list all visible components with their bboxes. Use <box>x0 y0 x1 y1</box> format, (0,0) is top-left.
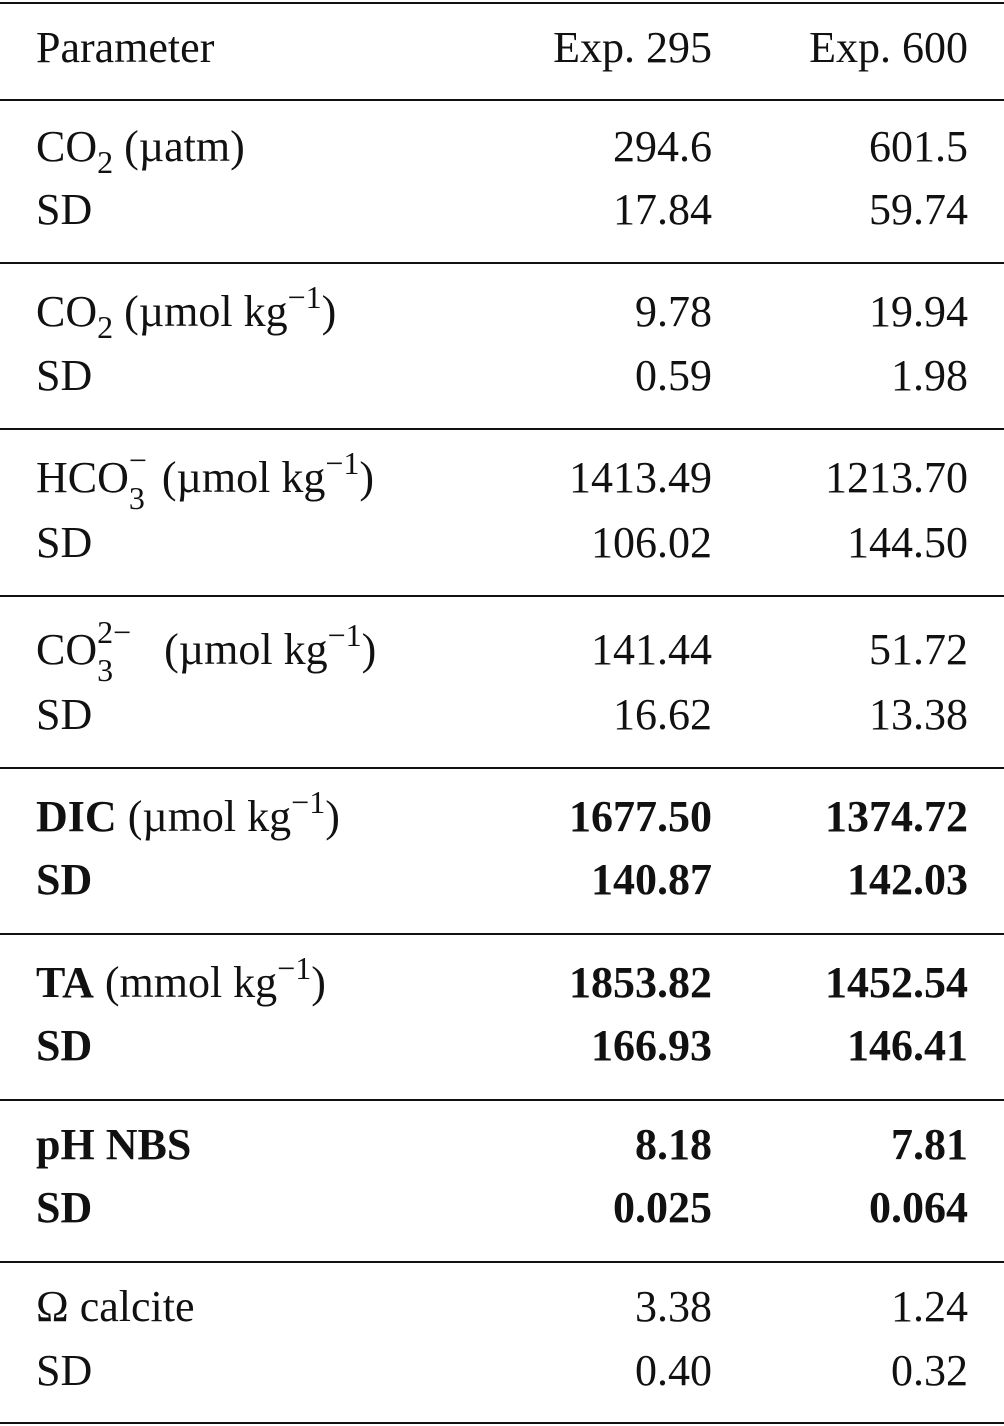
row-ph-sd-exp600: 0.064 <box>869 1183 968 1232</box>
param-unit: (µmol kg <box>124 287 288 336</box>
row-hco3-exp600: 1213.70 <box>825 453 968 502</box>
row-co3-sd-label: SD <box>36 690 93 739</box>
param-unit: (µmol kg <box>127 792 292 841</box>
row-ta-sd-exp295: 166.93 <box>591 1021 712 1070</box>
row-co2-mol-sd-exp295: 0.59 <box>635 351 712 400</box>
param-base: CO <box>36 287 98 336</box>
table-top-rule <box>0 2 1004 4</box>
row-co2-mol-sd-label: SD <box>36 351 93 400</box>
row-rule <box>0 1099 1004 1101</box>
row-dic-label: DIC (µmol kg−1) <box>36 784 340 846</box>
row-dic-sd-exp295: 140.87 <box>591 855 712 904</box>
header-rule <box>0 99 1004 101</box>
row-co2-atm-sd-exp295: 17.84 <box>613 185 712 234</box>
row-rule <box>0 767 1004 769</box>
row-ph-exp295: 8.18 <box>635 1120 712 1169</box>
param-unit: (µmol kg <box>161 453 326 502</box>
row-omega-calcite-exp295: 3.38 <box>635 1282 712 1331</box>
row-omega-calcite-sd-label: SD <box>36 1346 93 1395</box>
header-parameter: Parameter <box>36 23 215 72</box>
param-unit-close: ) <box>321 287 337 336</box>
row-co2-atm-sd-exp600: 59.74 <box>869 185 968 234</box>
row-rule <box>0 428 1004 430</box>
row-co3-sd-exp600: 13.38 <box>869 690 968 739</box>
row-co2-mol-exp600: 19.94 <box>869 287 968 336</box>
row-hco3-sd-label: SD <box>36 518 93 567</box>
row-co2-mol-sd-exp600: 1.98 <box>891 351 968 400</box>
row-omega-calcite-exp600: 1.24 <box>891 1282 968 1331</box>
row-hco3-label: HCO −3 (µmol kg−1) <box>36 444 375 514</box>
row-ph-label: pH NBS <box>36 1120 192 1169</box>
param-base: TA <box>36 958 94 1007</box>
row-omega-calcite-label: Ω calcite <box>36 1282 195 1331</box>
param-base: HCO <box>36 453 129 502</box>
param-unit: (mmol kg <box>104 958 278 1007</box>
row-ta-sd-exp600: 146.41 <box>847 1021 968 1070</box>
row-ta-label: TA (mmol kg−1) <box>36 950 326 1012</box>
row-rule <box>0 1261 1004 1263</box>
row-omega-calcite-sd-exp600: 0.32 <box>891 1346 968 1395</box>
param-base: CO <box>36 625 98 674</box>
row-co3-exp295: 141.44 <box>591 625 712 674</box>
param-unit-superscript: −1 <box>291 784 326 820</box>
row-ta-exp295: 1853.82 <box>569 958 712 1007</box>
param-unit: (µmol kg <box>164 625 328 674</box>
row-hco3-sd-exp600: 144.50 <box>847 518 968 567</box>
row-co3-sd-exp295: 16.62 <box>613 690 712 739</box>
row-hco3-exp295: 1413.49 <box>569 453 712 502</box>
header-exp-295: Exp. 295 <box>553 23 712 72</box>
table-bottom-rule <box>0 1422 1004 1424</box>
param-unit: (µatm) <box>124 122 245 171</box>
row-co2-atm-exp600: 601.5 <box>869 122 968 171</box>
param-unit-superscript: −1 <box>277 950 312 986</box>
param-unit-close: ) <box>325 792 340 841</box>
param-subscript: 3 <box>128 480 145 516</box>
param-unit-close: ) <box>359 453 375 502</box>
param-base: DIC <box>36 792 117 841</box>
header-exp-600: Exp. 600 <box>809 23 968 72</box>
param-unit-superscript: −1 <box>325 445 360 481</box>
param-superscript: 2− <box>97 614 132 650</box>
param-subscript: 3 <box>97 652 114 688</box>
row-dic-sd-label: SD <box>36 855 93 904</box>
row-dic-exp600: 1374.72 <box>825 792 968 841</box>
row-ph-sd-exp295: 0.025 <box>613 1183 712 1232</box>
row-dic-sd-exp600: 142.03 <box>847 855 968 904</box>
row-rule <box>0 262 1004 264</box>
param-subscript: 2 <box>97 144 114 180</box>
param-unit-close: ) <box>361 625 377 674</box>
row-rule <box>0 933 1004 935</box>
row-ta-sd-label: SD <box>36 1021 93 1070</box>
param-unit-superscript: −1 <box>287 279 322 315</box>
param-subscript: 2 <box>97 309 114 345</box>
row-co2-atm-sd-label: SD <box>36 185 93 234</box>
row-co3-label: CO 2− 3 (µmol kg−1) <box>36 616 377 686</box>
row-hco3-sd-exp295: 106.02 <box>591 518 712 567</box>
row-co3-exp600: 51.72 <box>869 625 968 674</box>
param-superscript: − <box>128 442 147 478</box>
param-unit-superscript: −1 <box>327 617 362 653</box>
param-unit-close: ) <box>311 958 326 1007</box>
row-ta-exp600: 1452.54 <box>825 958 968 1007</box>
row-dic-exp295: 1677.50 <box>569 792 712 841</box>
row-co2-mol-exp295: 9.78 <box>635 287 712 336</box>
row-ph-sd-label: SD <box>36 1183 93 1232</box>
row-rule <box>0 595 1004 597</box>
row-ph-exp600: 7.81 <box>891 1120 968 1169</box>
row-co2-atm-exp295: 294.6 <box>613 122 712 171</box>
row-co2-mol-label: CO2 (µmol kg−1) <box>36 279 337 345</box>
param-base: CO <box>36 122 98 171</box>
row-omega-calcite-sd-exp295: 0.40 <box>635 1346 712 1395</box>
row-co2-atm-label: CO2 (µatm) <box>36 121 245 180</box>
